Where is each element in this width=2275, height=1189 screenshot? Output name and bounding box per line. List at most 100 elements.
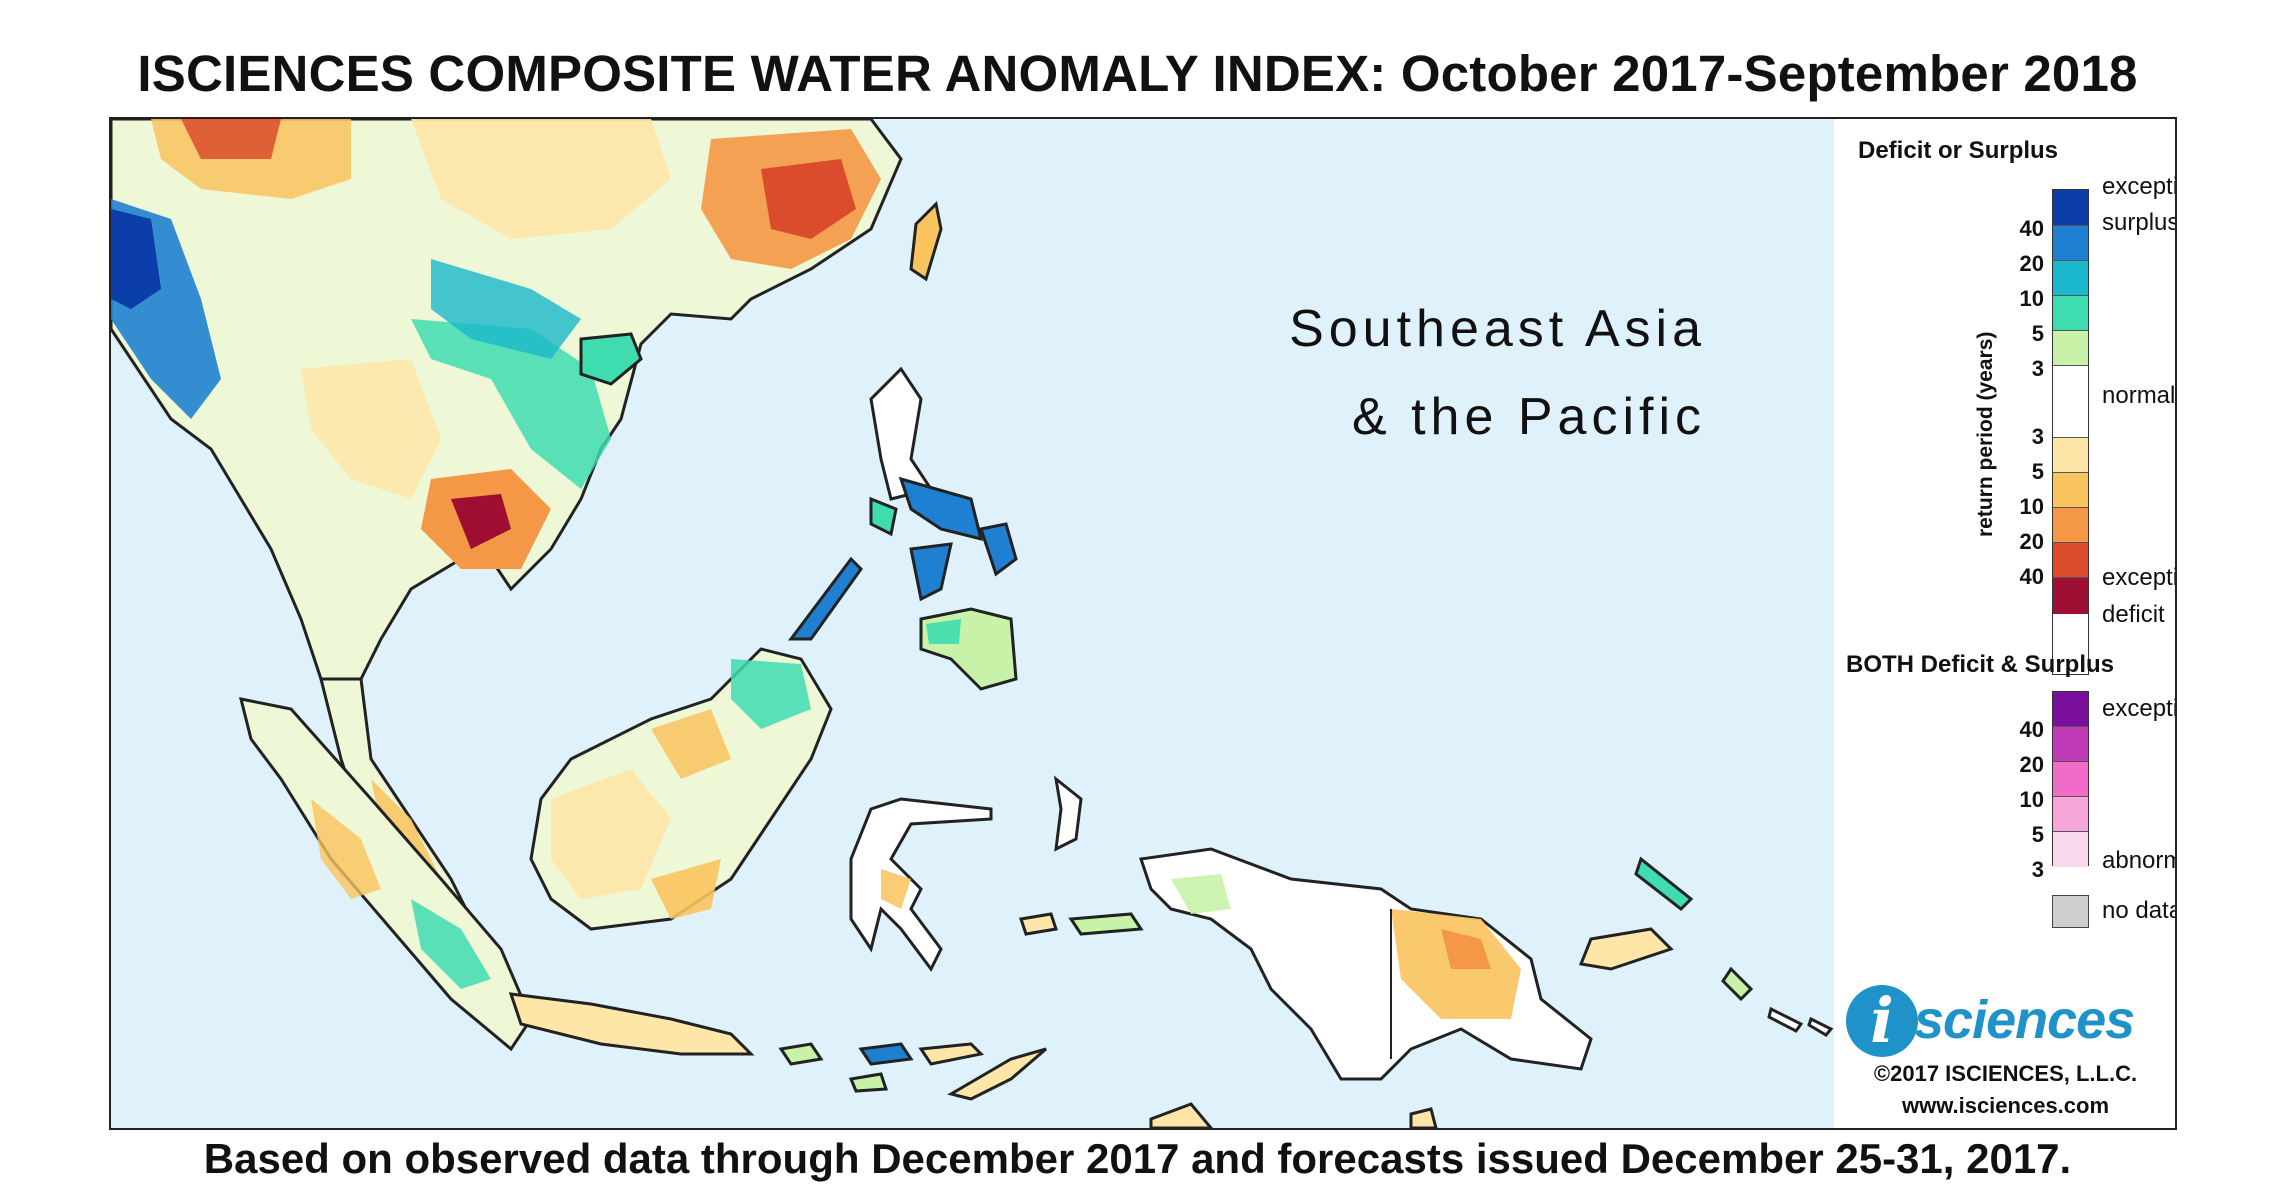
land-java (508, 992, 755, 1056)
region-label-line2: & the Pacific (1351, 388, 1706, 446)
legend-swatch-deficit-3 (2053, 438, 2088, 473)
land-solomon-1 (1767, 1006, 1804, 1033)
legend-swatch-exceptional-deficit (2053, 578, 2088, 614)
land-visayas (909, 542, 953, 602)
tick-surplus-5: 5 (2031, 321, 2044, 346)
land-buru (1019, 912, 1058, 936)
anomaly-map: Southeast Asia & the Pacific (111, 119, 1834, 1128)
land-bougainville (1721, 966, 1754, 1002)
legend-swatch-no-data (2052, 895, 2089, 928)
tick-both-10: 10 (2019, 787, 2044, 812)
legend-swatch-both-exceptional (2053, 692, 2088, 727)
land-luzon-south (898, 476, 984, 542)
tick-deficit-5: 5 (2031, 459, 2044, 484)
tick-surplus-40: 40 (2019, 216, 2044, 241)
deficit-png-core (1441, 929, 1491, 969)
land-hainan (579, 332, 643, 386)
land-bali-lombok (778, 1042, 824, 1066)
deficit-sumatra (311, 799, 381, 899)
legend-label-both-exceptional: exceptional (2102, 695, 2175, 722)
legend-both-bar (2052, 691, 2089, 867)
tick-deficit-3: 3 (2031, 424, 2044, 449)
land-new-britain (1578, 927, 1674, 971)
tick-both-40: 40 (2019, 717, 2044, 742)
copyright-text: ©2017 ISCIENCES, L.L.C. (1873, 1061, 2138, 1086)
land-sumbawa (858, 1042, 914, 1066)
tick-surplus-20: 20 (2019, 251, 2044, 276)
legend-label-surplus: surplus (2102, 209, 2177, 236)
legend-swatch-both-abnormal (2053, 832, 2088, 867)
land-seram (1068, 912, 1144, 936)
land-luzon (869, 366, 934, 501)
land-solomon-2 (1807, 1016, 1834, 1037)
map-title: ISCIENCES COMPOSITE WATER ANOMALY INDEX:… (137, 45, 2138, 102)
deficit-sulawesi (881, 869, 911, 909)
region-label-line1: Southeast Asia (1289, 300, 1706, 358)
normal-thailand (301, 359, 441, 499)
legend-swatch-deficit-20 (2053, 543, 2088, 578)
land-sumba (848, 1072, 889, 1093)
tick-surplus-3: 3 (2031, 356, 2044, 381)
legend-axis-label: return period (years) (1974, 331, 1997, 537)
legend-panel: Deficit or Surplus 40 20 10 5 3 3 5 10 2… (1834, 119, 2177, 1128)
tick-both-5: 5 (2031, 822, 2044, 847)
legend-heading-both: BOTH Deficit & Surplus (1846, 651, 2115, 678)
land-sumatra (238, 697, 533, 1052)
legend-label-both-abnormal: abnormal (2102, 847, 2175, 874)
surplus-sumatra (411, 899, 491, 989)
land-new-ireland (1634, 856, 1694, 911)
land-mindoro (869, 496, 898, 537)
surplus-mindanao (926, 619, 961, 644)
legend-swatch-both-10 (2053, 762, 2088, 797)
tick-deficit-10: 10 (2019, 494, 2044, 519)
legend-deficit-surplus-bar (2052, 189, 2089, 675)
deficit-south-china-core (761, 159, 856, 239)
surplus-laos-vietnam (411, 319, 611, 489)
surplus-new-guinea-west (1171, 874, 1231, 914)
deficit-north-myanmar-core (181, 119, 281, 159)
land-timor (947, 1047, 1047, 1101)
website-text: www.isciences.com (1901, 1093, 2110, 1118)
legend-swatch-surplus-20 (2053, 226, 2088, 261)
surplus-myanmar-coast (111, 209, 161, 309)
land-new-guinea (1139, 847, 1593, 1081)
legend-swatch-exceptional-surplus (2053, 190, 2088, 226)
map-frame: Southeast Asia & the Pacific Deficit or … (109, 117, 2177, 1130)
land-mindanao (919, 607, 1018, 691)
isciences-logo: i sciences (1846, 977, 2135, 1057)
surplus-vietnam-north (431, 259, 581, 359)
logo-i-icon: i (1846, 985, 1918, 1057)
tick-both-20: 20 (2019, 752, 2044, 777)
legend-swatch-both-5 (2053, 797, 2088, 832)
deficit-borneo-south (651, 859, 721, 919)
land-sulawesi (849, 797, 993, 972)
legend-label-exceptional-bottom: exceptional (2102, 564, 2175, 591)
land-taiwan (909, 200, 943, 282)
legend-swatch-surplus-10 (2053, 261, 2088, 296)
legend-label-no-data: no data (2102, 897, 2177, 924)
deficit-borneo-west (551, 769, 671, 899)
tick-deficit-20: 20 (2019, 529, 2044, 554)
land-palawan (788, 556, 863, 641)
map-svg (111, 119, 1834, 1128)
legend-swatch-surplus-5 (2053, 296, 2088, 331)
legend-swatch-deficit-10 (2053, 508, 2088, 543)
deficit-borneo-central (651, 709, 731, 779)
legend-swatch-both-20 (2053, 727, 2088, 762)
legend-label-normal: normal (2102, 382, 2176, 409)
land-halmahera (1053, 775, 1083, 852)
legend-swatch-normal (2053, 366, 2088, 438)
tick-both-3: 3 (2031, 857, 2044, 882)
legend-label-deficit: deficit (2102, 601, 2165, 628)
map-footer: Based on observed data through December … (203, 1135, 2072, 1182)
land-australia-tip-2 (1409, 1107, 1438, 1128)
tick-deficit-40: 40 (2019, 564, 2044, 589)
land-flores (918, 1042, 985, 1066)
surplus-borneo-north (731, 659, 811, 729)
deficit-cambodia-core (451, 494, 511, 549)
land-samar (979, 522, 1018, 577)
legend-label-exceptional-top: exceptional (2102, 173, 2175, 200)
legend-heading-deficit-surplus: Deficit or Surplus (1858, 137, 2059, 164)
legend-swatch-deficit-5 (2053, 473, 2088, 508)
legend-swatch-surplus-3 (2053, 331, 2088, 366)
